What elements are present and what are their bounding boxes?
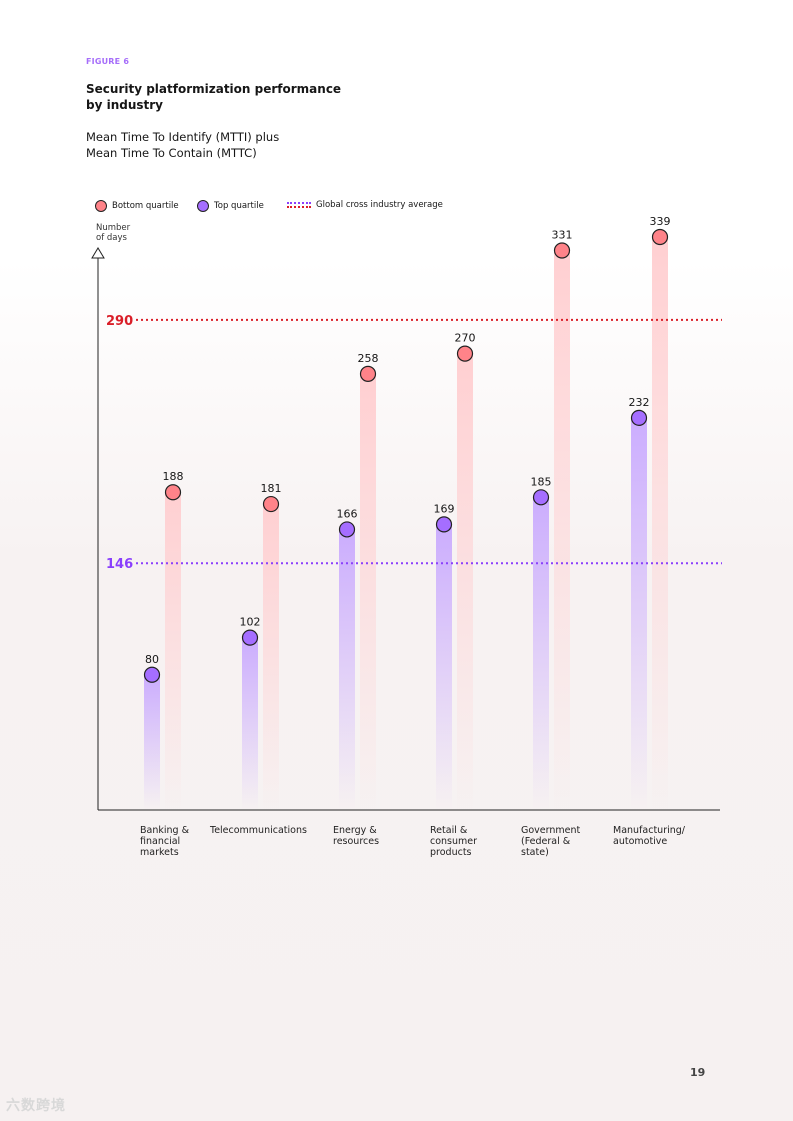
page-number: 19 — [690, 1066, 706, 1079]
bottom-quartile-point — [456, 345, 474, 362]
bottom-quartile-bar — [360, 373, 376, 810]
bottom-quartile-bar — [263, 504, 279, 810]
y-axis-label-line-1: Number — [96, 223, 131, 233]
top-quartile-point — [532, 489, 550, 506]
category-label-line: financial — [140, 836, 180, 847]
category-label-line: Government — [521, 825, 581, 836]
watermark: 六数跨境 — [6, 1098, 66, 1114]
category-label-line: automotive — [613, 836, 667, 847]
top-quartile-bar — [339, 529, 355, 810]
legend-bottom-label: Bottom quartile — [112, 201, 179, 211]
subtitle-line-2: Mean Time To Contain (MTTC) — [86, 146, 257, 160]
x-axis-category-label: Retail & consumer products — [430, 825, 477, 858]
bottom-quartile-value-label: 181 — [261, 482, 282, 495]
legend-top-quartile: Top quartile — [197, 200, 264, 212]
top-quartile-point — [143, 666, 161, 683]
category-label-line: Manufacturing/ — [613, 825, 686, 836]
bottom-quartile-bar — [165, 492, 181, 810]
bottom-quartile-value-label: 270 — [455, 332, 476, 345]
category-label-line: resources — [333, 836, 379, 847]
legend-bottom-quartile: Bottom quartile — [95, 200, 179, 212]
top-quartile-value-label: 169 — [434, 502, 455, 515]
top-quartile-marker-icon — [197, 200, 209, 212]
top-quartile-bar — [144, 674, 160, 810]
legend-average-label: Global cross industry average — [316, 200, 443, 210]
reference-line-label: 290 — [106, 314, 133, 329]
top-quartile-point — [338, 521, 356, 538]
top-quartile-bar — [242, 637, 258, 810]
category-label-line: state) — [521, 847, 549, 858]
bottom-quartile-point — [651, 228, 669, 246]
top-quartile-bar — [631, 417, 647, 810]
bottom-quartile-value-label: 258 — [358, 352, 379, 365]
bottom-quartile-value-label: 331 — [552, 229, 573, 242]
figure-label: FIGURE 6 — [86, 57, 130, 66]
bottom-quartile-point — [164, 484, 182, 501]
reference-line-label: 146 — [106, 557, 133, 572]
subtitle-line-1: Mean Time To Identify (MTTI) plus — [86, 130, 280, 144]
top-quartile-value-label: 232 — [629, 396, 650, 409]
legend-top-label: Top quartile — [214, 201, 264, 211]
legend-average: Global cross industry average — [287, 200, 443, 210]
top-quartile-value-label: 185 — [531, 475, 552, 488]
category-label-line: products — [430, 847, 472, 858]
bottom-quartile-point — [262, 495, 280, 513]
chart-title: Security platformization performance by … — [86, 82, 342, 112]
top-quartile-value-label: 80 — [145, 653, 159, 666]
x-axis-category-label: Energy & resources — [333, 825, 379, 847]
category-label-line: (Federal & — [521, 836, 571, 847]
bottom-quartile-bar — [652, 237, 668, 810]
category-label-line: consumer — [430, 836, 477, 847]
bottom-quartile-point — [553, 242, 571, 259]
x-axis-category-label: Banking & financial markets — [140, 825, 190, 858]
chart-subtitle: Mean Time To Identify (MTTI) plus Mean T… — [86, 129, 386, 161]
x-axis-category-label: Manufacturing/automotive — [613, 825, 686, 847]
category-label-line: Telecommunications — [209, 825, 307, 836]
top-quartile-point — [241, 629, 259, 646]
top-quartile-bar — [533, 497, 549, 810]
bottom-quartile-bar — [457, 353, 473, 810]
top-quartile-bar — [436, 524, 452, 810]
category-label-line: Energy & — [333, 825, 377, 836]
bottom-quartile-value-label: 339 — [650, 215, 671, 228]
category-label-line: Retail & — [430, 825, 468, 836]
category-label-line: markets — [140, 847, 179, 858]
x-axis-category-label: Telecommunications — [209, 825, 307, 836]
dotted-line-icon — [287, 200, 311, 210]
y-axis-arrow-icon — [91, 247, 105, 259]
top-quartile-point — [435, 516, 453, 533]
bottom-quartile-point — [359, 365, 377, 383]
category-label-line: Banking & — [140, 825, 190, 836]
bottom-quartile-value-label: 188 — [163, 470, 184, 483]
y-axis-label-line-2: of days — [96, 233, 127, 243]
top-quartile-value-label: 102 — [240, 616, 261, 629]
top-quartile-point — [630, 409, 648, 426]
bottom-quartile-bar — [554, 250, 570, 811]
top-quartile-value-label: 166 — [337, 507, 358, 520]
bottom-quartile-marker-icon — [95, 200, 107, 212]
y-axis-label: Number of days — [96, 223, 156, 243]
x-axis-category-label: Government (Federal & state) — [521, 825, 581, 858]
